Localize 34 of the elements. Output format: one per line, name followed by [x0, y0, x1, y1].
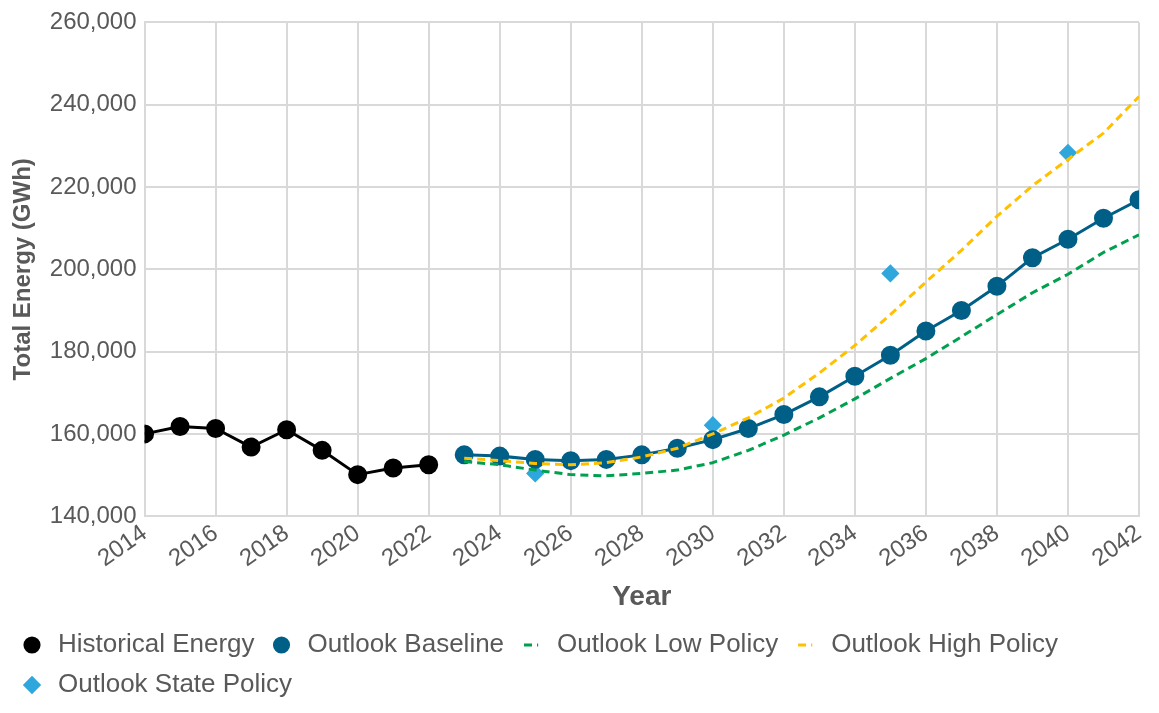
point: [916, 321, 936, 341]
point: [383, 458, 403, 478]
point: [881, 264, 899, 282]
y-tick-label: 260,000: [49, 7, 137, 35]
y-tick-label: 200,000: [49, 253, 137, 281]
point: [1059, 144, 1077, 162]
point: [241, 437, 261, 457]
legend-label: Outlook High Policy: [831, 628, 1059, 659]
point: [987, 276, 1007, 296]
point: [1093, 208, 1113, 228]
point: [809, 387, 829, 407]
legend-label: Outlook Low Policy: [557, 628, 779, 659]
point: [1022, 248, 1042, 268]
point: [738, 419, 758, 439]
point: [348, 465, 368, 485]
point: [206, 419, 226, 439]
point: [312, 440, 332, 460]
point: [951, 300, 971, 320]
point: [277, 420, 297, 440]
point: [170, 416, 190, 436]
y-tick-label: 180,000: [49, 336, 137, 364]
y-tick-label: 160,000: [49, 418, 137, 446]
legend-label: Outlook State Policy: [58, 668, 293, 699]
y-axis-title: Total Energy (GWh): [8, 158, 36, 381]
point: [880, 345, 900, 365]
point: [419, 455, 439, 475]
point: [774, 405, 794, 425]
legend-label: Outlook Baseline: [307, 628, 505, 659]
point: [1058, 229, 1078, 249]
x-axis-title: Year: [612, 579, 672, 611]
legend-label: Historical Energy: [58, 628, 255, 659]
y-tick-label: 220,000: [49, 171, 137, 199]
point: [845, 366, 865, 386]
y-tick-label: 240,000: [49, 89, 137, 117]
